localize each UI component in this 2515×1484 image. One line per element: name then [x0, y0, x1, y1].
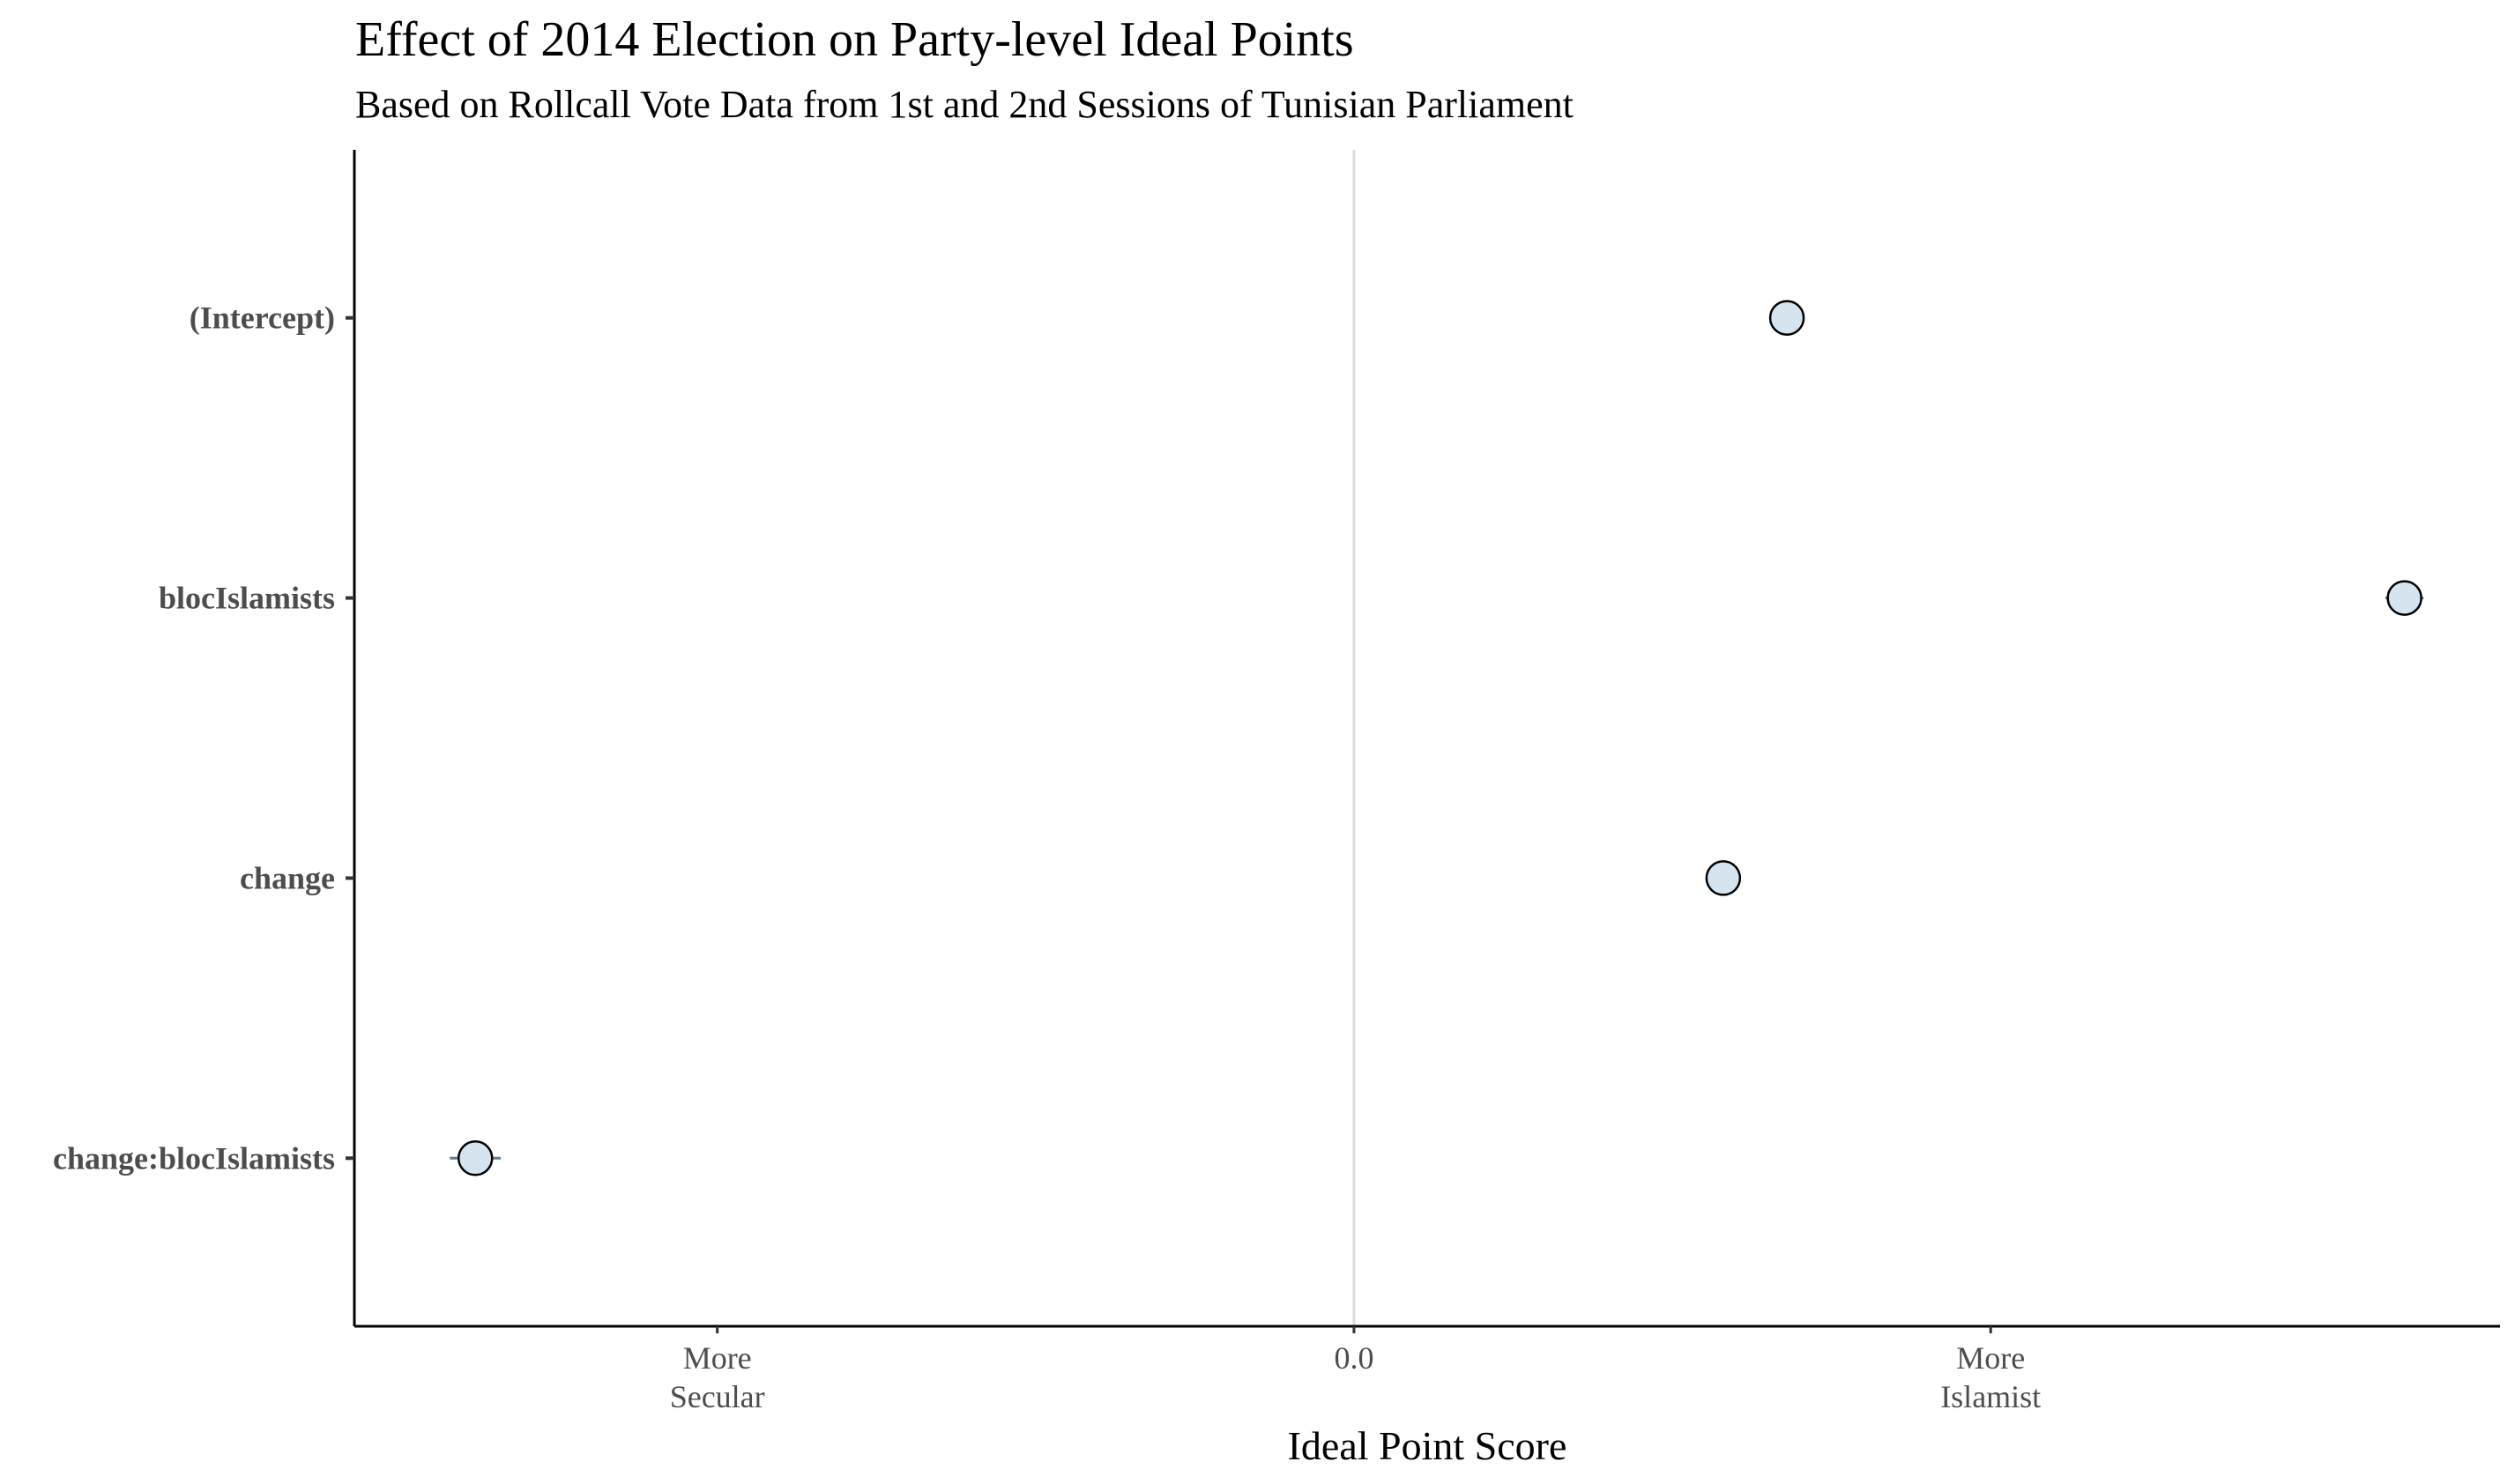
data-point [1768, 300, 1805, 336]
y-tick-label: blocIslamists [159, 581, 335, 616]
x-tick-label: More [683, 1340, 752, 1376]
x-tick-label: Secular [670, 1379, 765, 1414]
data-point [457, 1140, 494, 1176]
x-axis-label: Ideal Point Score [1288, 1423, 1567, 1468]
y-axis-ticks: (Intercept) blocIslamists change change:blo… [53, 301, 354, 1176]
data-points [457, 300, 2422, 1176]
data-point [2386, 580, 2422, 616]
y-tick-label: change:blocIslamists [53, 1140, 335, 1176]
confidence-intervals [450, 316, 2424, 1160]
x-tick-label: 0.0 [1334, 1340, 1373, 1376]
x-tick-label: Islamist [1940, 1379, 2041, 1414]
x-tick-label: More [1956, 1340, 2025, 1376]
y-tick-label: change [240, 860, 335, 895]
data-point [1705, 860, 1742, 896]
y-tick-label: (Intercept) [190, 301, 335, 336]
chart-subtitle: Based on Rollcall Vote Data from 1st and… [355, 83, 1574, 126]
chart-title: Effect of 2014 Election on Party-level I… [355, 12, 1354, 67]
